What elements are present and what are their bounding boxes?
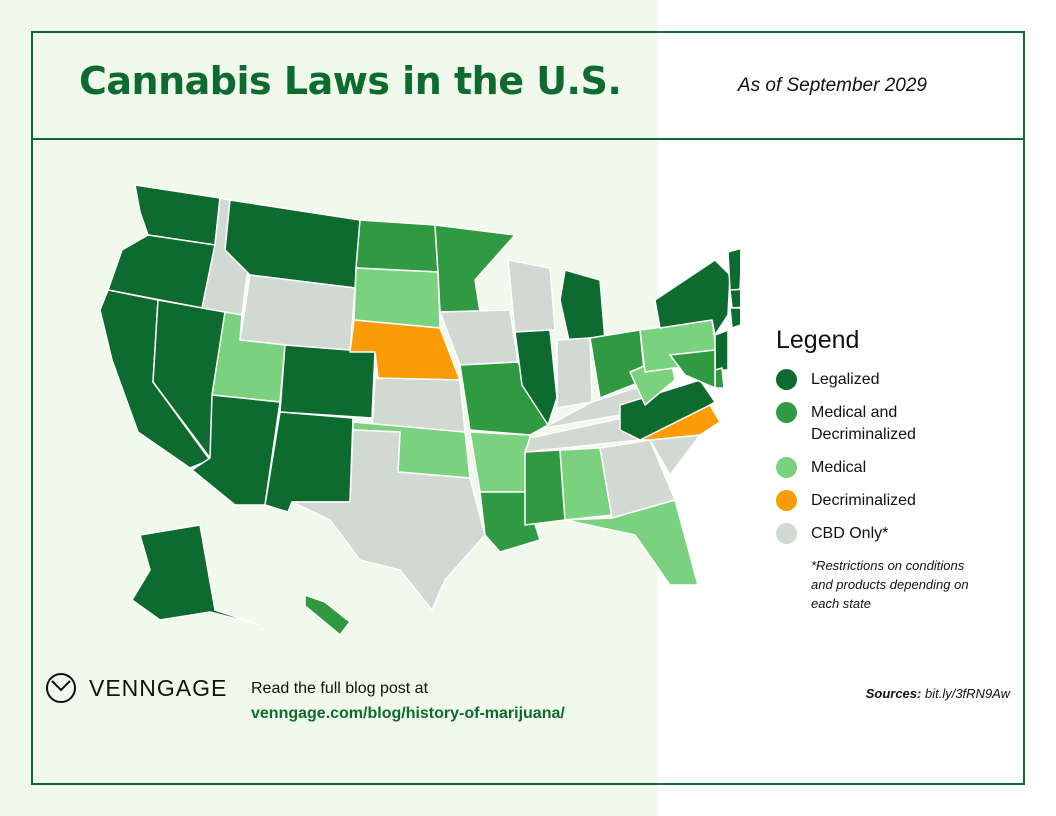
header-bar: Cannabis Laws in the U.S. As of Septembe… <box>33 33 1023 140</box>
legend-item-medical: Medical <box>776 457 1006 479</box>
date-note: As of September 2029 <box>737 75 927 96</box>
state-ma[interactable] <box>729 288 740 309</box>
state-hi[interactable] <box>304 594 351 636</box>
brand-name: VENNGAGE <box>89 674 228 701</box>
sources-label: Sources: <box>865 686 922 701</box>
infographic-frame: Cannabis Laws in the U.S. As of Septembe… <box>31 31 1025 785</box>
state-fl[interactable] <box>564 499 699 586</box>
sources-link[interactable]: bit.ly/3fRN9Aw <box>924 686 1010 701</box>
state-in[interactable] <box>556 337 593 409</box>
legend-item-decriminalized: Decriminalized <box>776 490 1006 512</box>
state-ct[interactable] <box>729 307 740 329</box>
blog-link[interactable]: venngage.com/blog/history-of-marijuana/ <box>251 705 565 722</box>
state-wy[interactable] <box>239 274 356 353</box>
state-il[interactable] <box>514 329 558 426</box>
legend-label: Medical and Decriminalized <box>811 404 916 443</box>
venngage-logo[interactable]: VENNGAGE <box>45 672 227 704</box>
state-ar[interactable] <box>469 431 531 493</box>
state-vt[interactable] <box>727 247 740 291</box>
legend-swatch-cbd-only <box>776 523 797 544</box>
legend-footnote: *Restrictions on conditions and products… <box>811 558 969 611</box>
state-mi[interactable] <box>559 269 606 346</box>
legend-label: Medical <box>811 459 867 476</box>
us-map <box>99 184 740 636</box>
state-ms[interactable] <box>524 449 566 526</box>
state-tx[interactable] <box>291 429 486 611</box>
state-wi[interactable] <box>507 259 556 333</box>
state-nm[interactable] <box>264 411 354 513</box>
legend-swatch-medical-decriminalized <box>776 402 797 423</box>
state-mn[interactable] <box>434 224 516 313</box>
legend-label: Legalized <box>811 371 880 388</box>
venngage-logo-icon <box>46 673 76 703</box>
legend-label: Decriminalized <box>811 492 916 509</box>
state-de[interactable] <box>714 367 725 389</box>
legend-swatch-decriminalized <box>776 490 797 511</box>
blog-text: Read the full blog post at <box>251 680 429 697</box>
state-ny[interactable] <box>654 259 731 336</box>
state-ks[interactable] <box>371 377 466 433</box>
state-nj[interactable] <box>714 329 729 371</box>
state-nd[interactable] <box>355 219 439 273</box>
state-co[interactable] <box>279 344 376 419</box>
legend-label: CBD Only* <box>811 525 889 542</box>
state-md[interactable] <box>669 349 716 389</box>
state-sd[interactable] <box>353 267 441 329</box>
legend-swatch-medical <box>776 457 797 478</box>
blog-callout: Read the full blog post at venngage.com/… <box>251 676 565 726</box>
legend-swatch-legalized <box>776 369 797 390</box>
legend: Legend Legalized Medical and Decriminali… <box>776 326 1006 613</box>
legend-title: Legend <box>776 326 860 354</box>
state-ak[interactable] <box>131 524 261 626</box>
legend-item-medical-decriminalized: Medical and Decriminalized <box>776 402 1006 446</box>
legend-item-cbd-only: CBD Only* <box>776 523 1006 545</box>
legend-item-legalized: Legalized <box>776 369 1006 391</box>
sources: Sources: bit.ly/3fRN9Aw <box>866 686 1010 701</box>
page-title: Cannabis Laws in the U.S. <box>79 59 622 103</box>
